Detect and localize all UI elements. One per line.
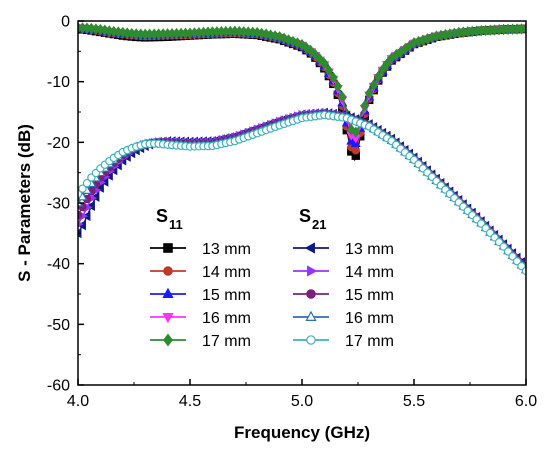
- data-point: [346, 123, 356, 136]
- legend-item: 16 mm: [150, 310, 251, 327]
- series-line: [78, 113, 526, 271]
- x-tick-label: 5.5: [403, 393, 425, 410]
- data-point: [288, 35, 298, 48]
- legend-title-s11: S: [156, 206, 168, 226]
- data-point: [324, 64, 334, 77]
- data-point: [378, 63, 387, 76]
- y-tick-label: -40: [47, 256, 70, 273]
- data-point: [369, 79, 379, 91]
- data-point: [306, 45, 316, 57]
- legend-item: 16 mm: [293, 310, 394, 327]
- x-tick-label: 4.5: [179, 393, 201, 410]
- legend-swatch-marker: [305, 310, 317, 321]
- data-point: [351, 126, 361, 138]
- data-point: [351, 146, 360, 155]
- x-tick-label: 6.0: [515, 393, 537, 410]
- legend-label: 13 mm: [202, 241, 251, 258]
- legend-swatch-marker: [307, 265, 318, 277]
- legend-swatch-marker: [162, 313, 174, 324]
- y-tick-label: -20: [47, 135, 70, 152]
- legend-item: 14 mm: [293, 264, 394, 281]
- ticks-layer: 4.0 4.5 5.0 5.5 6.0 0 -10 -20 -30 -40 -50 -60: [47, 14, 537, 411]
- data-point: [320, 57, 329, 70]
- legend-item: 15 mm: [293, 287, 394, 304]
- legend-item: 14 mm: [150, 264, 251, 281]
- legend-label: 14 mm: [345, 264, 394, 281]
- y-tick-label: 0: [61, 14, 70, 31]
- legend-label: 17 mm: [345, 333, 394, 350]
- legend-swatch-marker: [162, 287, 174, 298]
- legend-label: 15 mm: [202, 287, 251, 304]
- data-point: [78, 184, 87, 193]
- data-point: [337, 91, 347, 103]
- y-tick-label: -60: [47, 378, 70, 395]
- y-axis-label: S - Parameters (dB): [15, 124, 34, 282]
- data-point: [521, 23, 526, 35]
- data-point: [279, 32, 289, 45]
- legend-label: 17 mm: [202, 333, 251, 350]
- legend-label: 14 mm: [202, 264, 251, 281]
- series-line: [78, 111, 526, 268]
- legend-swatch-marker: [163, 243, 173, 253]
- legend-swatch-marker: [306, 335, 316, 345]
- data-point: [275, 31, 284, 43]
- legend-swatch-marker: [304, 242, 315, 254]
- series-line: [78, 113, 526, 270]
- legend-item: 13 mm: [150, 241, 251, 258]
- legend-swatch-marker: [163, 333, 173, 347]
- data-point: [293, 37, 302, 49]
- data-point: [373, 71, 383, 83]
- data-point: [364, 87, 374, 99]
- x-tick-label: 4.0: [67, 393, 89, 410]
- legend-label: 16 mm: [345, 310, 394, 327]
- legend-item: 15 mm: [150, 287, 251, 304]
- legend-item: 17 mm: [293, 333, 394, 350]
- x-tick-label: 5.0: [291, 393, 313, 410]
- series-s21-17-mm: [78, 110, 526, 276]
- legend-item: 17 mm: [150, 333, 251, 350]
- y-tick-label: -30: [47, 196, 70, 213]
- legend-label: 16 mm: [202, 310, 251, 327]
- data-point: [360, 100, 370, 112]
- legend-label: 13 mm: [345, 241, 394, 258]
- data-point: [333, 80, 343, 92]
- y-tick-label: -50: [47, 317, 70, 334]
- series-layer: [78, 22, 526, 276]
- series-line: [78, 112, 526, 269]
- legend-item: 13 mm: [293, 241, 394, 258]
- data-point: [382, 58, 392, 70]
- legend-title-s21: S: [299, 206, 311, 226]
- legend-swatch-marker: [163, 266, 173, 276]
- data-point: [521, 266, 526, 276]
- data-point: [82, 178, 92, 188]
- series-s21-13-mm: [78, 107, 526, 270]
- legend-label: 15 mm: [345, 287, 394, 304]
- series-s11-17-mm: [78, 22, 526, 138]
- y-tick-label: -10: [47, 74, 70, 91]
- x-axis-label: Frequency (GHz): [234, 423, 370, 442]
- data-point: [329, 71, 338, 84]
- legend-title-subscript: 11: [169, 217, 183, 232]
- legend-title-subscript: 21: [312, 217, 326, 232]
- legend-swatch-marker: [306, 289, 316, 299]
